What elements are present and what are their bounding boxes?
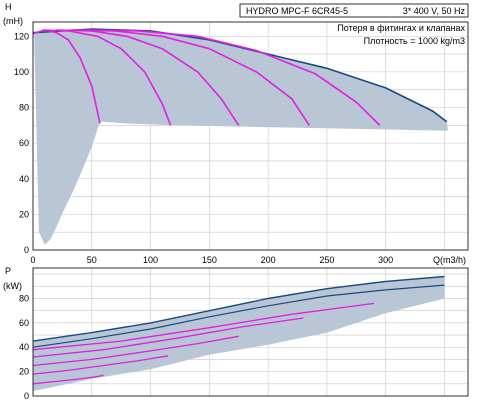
bottom-envelope-upper: [32, 275, 445, 342]
power-curve-4: [32, 317, 304, 358]
info-line2: Плотность = 1000 kg/m3: [364, 36, 465, 46]
bottom-ytick-label: 0: [24, 391, 29, 400]
head-curve-5: [85, 29, 381, 126]
head-curve-panel: 0 50 100 150 200 250 300 0 20 40 60 80 100 120: [14, 21, 469, 265]
power-curve-5: [32, 302, 374, 351]
info-title-right: 3* 400 V, 50 Hz: [403, 6, 466, 16]
top-ytick-label: 0: [24, 245, 29, 255]
top-ytick-label: 80: [19, 103, 29, 113]
top-operating-area: [33, 29, 448, 245]
bottom-operating-area: [33, 276, 445, 392]
bottom-ytick-label: 80: [19, 293, 29, 303]
top-xtick-label: 50: [87, 255, 97, 265]
power-curve-panel: 0 20 40 60 80: [19, 267, 469, 401]
bottom-ytick-label: 20: [19, 367, 29, 377]
top-ytick-label: 60: [19, 138, 29, 148]
top-xtick-label: 150: [202, 255, 217, 265]
top-plot-frame: [32, 21, 469, 251]
top-ytick-label: 40: [19, 174, 29, 184]
top-xtick-label: 300: [378, 255, 393, 265]
top-ylabel: H: [5, 2, 12, 12]
bottom-ylabel: P: [5, 266, 11, 276]
top-xtick-label: 100: [143, 255, 158, 265]
top-xtick-label: 200: [261, 255, 276, 265]
top-xtick-label: 250: [319, 255, 334, 265]
info-title-frame: [239, 3, 469, 18]
bottom-envelope-lower: [32, 284, 445, 348]
top-ytick-label: 20: [19, 209, 29, 219]
top-ytick-label: 100: [14, 67, 29, 77]
top-ylabel-unit: (mH): [3, 16, 23, 26]
info-box: HYDRO MPC-F 6CR45-5 3* 400 V, 50 Hz Поте…: [239, 3, 469, 46]
top-xlabel: Q(m3/h): [433, 255, 466, 265]
power-curve-3: [32, 335, 239, 367]
power-curve-1: [32, 374, 104, 385]
info-title-left: HYDRO MPC-F 6CR45-5: [246, 6, 348, 16]
power-curve-2: [32, 355, 169, 375]
bottom-ytick-label: 60: [19, 318, 29, 328]
info-line1: Потеря в фитингах и клапанах: [337, 23, 465, 33]
bottom-ytick-label: 40: [19, 342, 29, 352]
top-xtick-label: 0: [30, 255, 35, 265]
bottom-ylabel-unit: (kW): [3, 281, 22, 291]
bottom-plot-frame: [32, 267, 469, 397]
top-ytick-label: 120: [14, 31, 29, 41]
